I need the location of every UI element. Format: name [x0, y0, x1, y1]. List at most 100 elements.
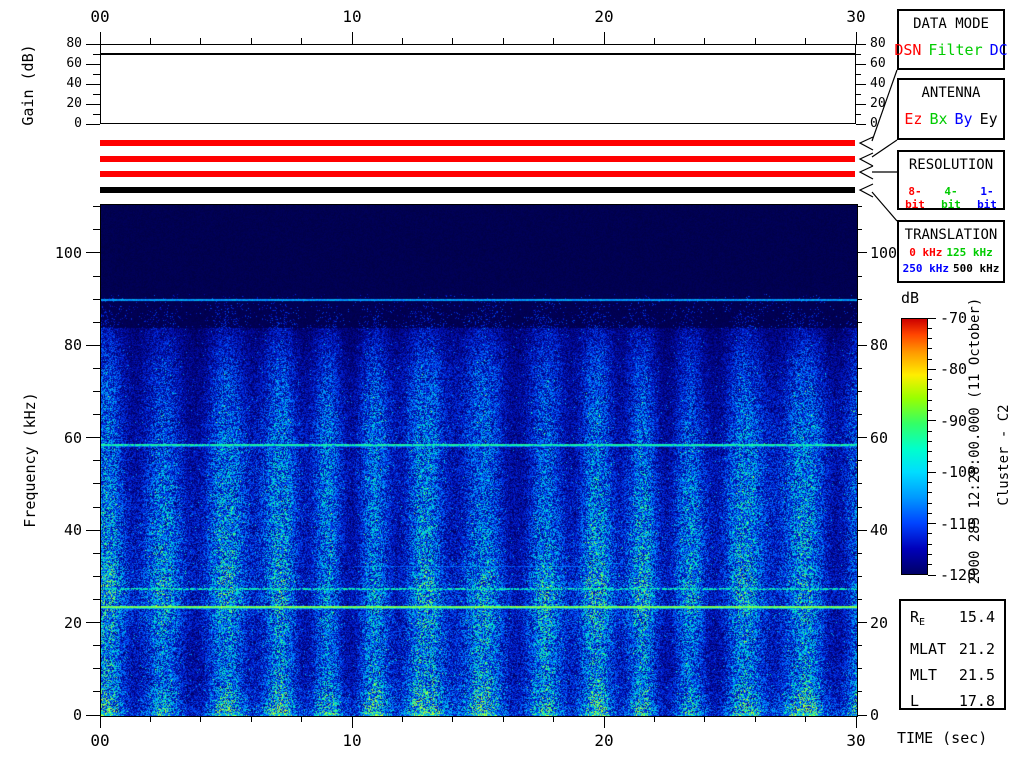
freq-tick-left [86, 529, 100, 531]
gain-tick-label-left: 0 [74, 116, 82, 131]
ephemeris-box: RE 15.4 MLAT 21.2 MLT 21.5 L 17.8 [899, 599, 1006, 710]
data-mode-option-dc: DC [989, 41, 1008, 59]
freq-tick-label-left: 0 [72, 706, 82, 724]
colorbar-minor-tick [928, 451, 932, 453]
translation-option-0khz: 0 kHz [909, 246, 943, 259]
translation-option-500khz: 500 kHz [953, 262, 1000, 275]
gain-minor-tick-right [856, 73, 861, 75]
freq-tick-left [86, 344, 100, 346]
colorbar-minor-tick [928, 410, 932, 412]
colorbar-minor-tick [928, 543, 932, 545]
gain-tick-label-right: 40 [870, 76, 886, 91]
time-tick-top [603, 32, 605, 44]
gain-trace [101, 53, 855, 55]
time-tick-bottom [351, 716, 353, 728]
freq-tick-label-left: 20 [63, 613, 82, 632]
gain-minor-tick-left [93, 73, 100, 75]
time-tick-top [351, 32, 353, 44]
freq-minor-tick-right [857, 668, 862, 670]
time-minor-tick-bottom [149, 716, 151, 722]
time-minor-tick-bottom [250, 716, 252, 722]
gain-minor-tick-right [856, 113, 861, 115]
freq-minor-tick-left [93, 506, 100, 508]
time-minor-tick-top [250, 38, 252, 44]
freq-minor-tick-right [857, 275, 862, 277]
time-minor-tick-bottom [401, 716, 403, 722]
gain-tick-label-left: 60 [66, 56, 82, 71]
time-tick-label-top: 00 [90, 7, 110, 26]
gain-minor-tick-right [856, 93, 861, 95]
freq-tick-right [857, 344, 867, 346]
colorbar-minor-tick [928, 533, 932, 535]
colorbar-tick [928, 368, 936, 370]
time-minor-tick-bottom [452, 716, 454, 722]
time-minor-tick-top [301, 38, 303, 44]
gain-tick-left [86, 83, 100, 85]
colorbar-tick-label: -90 [940, 411, 968, 430]
freq-tick-right [857, 622, 867, 624]
freq-minor-tick-left [93, 391, 100, 393]
freq-tick-left [86, 622, 100, 624]
ephemeris-row-l: L 17.8 [901, 688, 1004, 714]
freq-minor-tick-right [857, 645, 862, 647]
colorbar-tick [928, 471, 936, 473]
freq-minor-tick-right [857, 391, 862, 393]
freq-minor-tick-left [93, 483, 100, 485]
freq-minor-tick-left [93, 575, 100, 577]
colorbar-minor-tick [928, 389, 932, 391]
freq-tick-right [857, 529, 867, 531]
gain-tick-right [856, 83, 866, 85]
time-tick-label-bottom: 10 [342, 731, 362, 750]
time-minor-tick-top [805, 38, 807, 44]
ephemeris-row-mlat: MLAT 21.2 [901, 636, 1004, 662]
time-minor-tick-bottom [653, 716, 655, 722]
freq-minor-tick-left [93, 275, 100, 277]
time-minor-tick-top [553, 38, 555, 44]
panel-translation-title: TRANSLATION [904, 227, 998, 243]
panel-antenna: ANTENNA Ez Bx By Ey [897, 78, 1005, 140]
panel-resolution: RESOLUTION 8-bit 4-bit 1-bit [897, 150, 1005, 211]
gain-tick-label-left: 20 [66, 96, 82, 111]
gain-minor-tick-left [93, 113, 100, 115]
time-tick-bottom [99, 716, 101, 728]
ephemeris-row-re: RE 15.4 [901, 604, 1004, 636]
freq-minor-tick-right [857, 414, 862, 416]
gain-tick-label-right: 80 [870, 36, 886, 51]
freq-minor-tick-right [857, 691, 862, 693]
colorbar-minor-tick [928, 564, 932, 566]
time-minor-tick-bottom [301, 716, 303, 722]
resolution-option-8bit: 8-bit [905, 185, 925, 211]
frequency-axis-label: Frequency (kHz) [21, 392, 39, 528]
freq-minor-tick-left [93, 598, 100, 600]
translation-option-250khz: 250 kHz [902, 262, 949, 275]
time-minor-tick-top [149, 38, 151, 44]
gain-minor-tick-right [856, 53, 861, 55]
status-bar-translation [100, 187, 855, 193]
time-axis-label: TIME (sec) [897, 729, 988, 747]
antenna-option-by: By [954, 110, 973, 128]
colorbar-tick-label: -80 [940, 360, 968, 379]
freq-minor-tick-left [93, 645, 100, 647]
gain-tick-label-right: 60 [870, 56, 886, 71]
freq-minor-tick-left [93, 668, 100, 670]
freq-minor-tick-left [93, 229, 100, 231]
gain-tick-label-right: 0 [870, 116, 878, 131]
time-minor-tick-bottom [704, 716, 706, 722]
time-tick-label-top: 20 [594, 7, 614, 26]
colorbar-tick [928, 523, 936, 525]
gain-minor-tick-left [93, 93, 100, 95]
freq-minor-tick-right [857, 298, 862, 300]
time-minor-tick-top [704, 38, 706, 44]
status-bar-resolution [100, 171, 855, 177]
freq-minor-tick-left [93, 206, 100, 208]
time-minor-tick-bottom [553, 716, 555, 722]
colorbar-minor-tick [928, 327, 932, 329]
time-tick-label-bottom: 30 [846, 731, 866, 750]
colorbar-minor-tick [928, 512, 932, 514]
colorbar-minor-tick [928, 348, 932, 350]
resolution-option-1bit: 1-bit [977, 185, 997, 211]
panel-data-mode: DATA MODE DSN Filter DC [894, 9, 1008, 70]
panel-translation: TRANSLATION 0 kHz 125 kHz 250 kHz 500 kH… [897, 220, 1005, 283]
colorbar-tick-label: -70 [940, 309, 968, 327]
freq-minor-tick-right [857, 552, 862, 554]
